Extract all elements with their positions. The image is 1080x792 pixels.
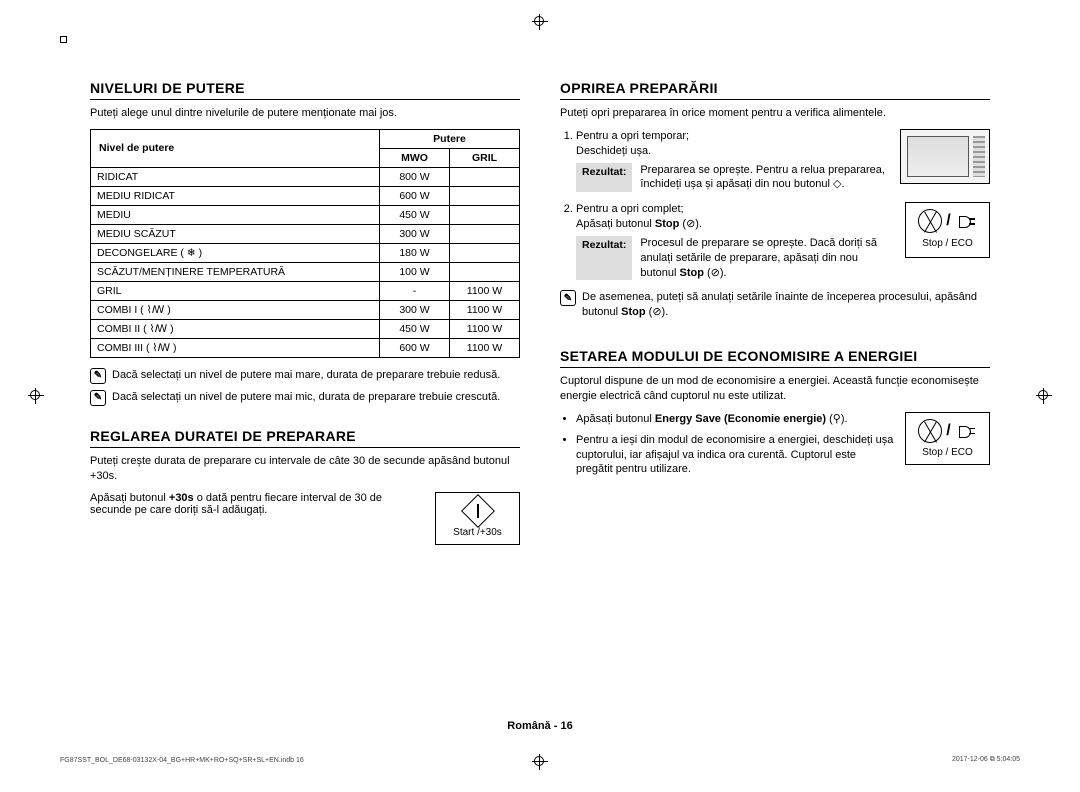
note-icon: ✎ xyxy=(560,290,576,306)
table-row: COMBI I ( ⌇ꟿ )300 W1100 W xyxy=(91,300,520,319)
footnote-right: 2017-12-06 ⧉ 5:04:05 xyxy=(952,756,1020,764)
stop-eco-label: Stop / ECO xyxy=(910,447,985,458)
eco-icon xyxy=(955,421,977,441)
footnote-left: FG87SST_BOL_DE68-03132X-04_BG+HR+MK+RO+S… xyxy=(60,757,304,764)
crop-mark-bottom xyxy=(532,754,548,770)
heading-stop-cooking: OPRIREA PREPARĂRII xyxy=(560,80,990,100)
section-adjust-time: REGLAREA DURATEI DE PREPARARE Puteți cre… xyxy=(90,428,520,551)
th-mwo: MWO xyxy=(380,148,450,167)
intro-stop-cooking: Puteți opri prepararea în orice moment p… xyxy=(560,106,990,121)
note-text: Dacă selectați un nivel de putere mai mi… xyxy=(112,390,500,406)
note-icon: ✎ xyxy=(90,390,106,406)
left-column: NIVELURI DE PUTERE Puteți alege unul din… xyxy=(90,80,520,573)
result-label: Rezultat: xyxy=(576,163,632,193)
stop-eco-label: Stop / ECO xyxy=(910,237,985,251)
note-text: Dacă selectați un nivel de putere mai ma… xyxy=(112,368,500,384)
heading-adjust-time: REGLAREA DURATEI DE PREPARARE xyxy=(90,428,520,448)
section-energy-save: SETAREA MODULUI DE ECONOMISIRE A ENERGIE… xyxy=(560,348,990,483)
table-row: SCĂZUT/MENȚINERE TEMPERATURĂ100 W xyxy=(91,262,520,281)
right-column: OPRIREA PREPARĂRII Puteți opri preparare… xyxy=(560,80,990,573)
page-content: NIVELURI DE PUTERE Puteți alege unul din… xyxy=(0,0,1080,623)
table-row: DECONGELARE ( ❄ )180 W xyxy=(91,243,520,262)
crop-mark-left xyxy=(28,388,44,404)
crop-mark-right xyxy=(1036,388,1052,404)
result-2-text: Procesul de preparare se oprește. Dacă d… xyxy=(640,236,895,281)
note-cancel-before: ✎ De asemenea, puteți să anulați setăril… xyxy=(560,290,990,320)
step-2: / Stop / ECO Pentru a opri complet; Apăs… xyxy=(576,202,990,280)
table-row: RIDICAT800 W xyxy=(91,167,520,186)
power-table: Nivel de putere Putere MWO GRIL RIDICAT8… xyxy=(90,129,520,358)
table-row: COMBI II ( ⌇ꟿ )450 W1100 W xyxy=(91,319,520,338)
table-row: COMBI III ( ⌇ꟿ )600 W1100 W xyxy=(91,338,520,357)
result-label: Rezultat: xyxy=(576,236,632,281)
corner-mark xyxy=(60,36,67,43)
stop-icon xyxy=(918,209,942,233)
intro-energy-save: Cuptorul dispune de un mod de economisir… xyxy=(560,374,990,404)
stop-icon xyxy=(918,419,942,443)
stop-eco-button: / Stop / ECO xyxy=(905,202,990,258)
section-power-levels: NIVELURI DE PUTERE Puteți alege unul din… xyxy=(90,80,520,406)
table-row: MEDIU450 W xyxy=(91,205,520,224)
th-power: Putere xyxy=(380,129,520,148)
start-icon xyxy=(461,494,495,528)
stop-eco-button-2: / Stop / ECO xyxy=(905,412,990,465)
intro-adjust-time: Puteți crește durata de preparare cu int… xyxy=(90,454,520,484)
note-text: De asemenea, puteți să anulați setările … xyxy=(582,290,990,320)
start-30s-button: Start /+30s xyxy=(435,492,520,545)
table-row: MEDIU RIDICAT600 W xyxy=(91,186,520,205)
note-lower-power: ✎ Dacă selectați un nivel de putere mai … xyxy=(90,390,520,406)
crop-mark-top xyxy=(532,14,548,30)
note-icon: ✎ xyxy=(90,368,106,384)
th-gril: GRIL xyxy=(450,148,520,167)
table-row: GRIL-1100 W xyxy=(91,281,520,300)
th-level: Nivel de putere xyxy=(91,129,380,167)
microwave-illustration xyxy=(900,129,990,184)
table-row: MEDIU SCĂZUT300 W xyxy=(91,224,520,243)
heading-energy-save: SETAREA MODULUI DE ECONOMISIRE A ENERGIE… xyxy=(560,348,990,368)
result-1-text: Prepararea se oprește. Pentru a relua pr… xyxy=(640,163,890,193)
note-higher-power: ✎ Dacă selectați un nivel de putere mai … xyxy=(90,368,520,384)
section-stop-cooking: OPRIREA PREPARĂRII Puteți opri preparare… xyxy=(560,80,990,326)
heading-power-levels: NIVELURI DE PUTERE xyxy=(90,80,520,100)
eco-icon xyxy=(955,211,977,231)
intro-power-levels: Puteți alege unul dintre nivelurile de p… xyxy=(90,106,520,121)
page-footer: Română - 16 xyxy=(0,720,1080,732)
